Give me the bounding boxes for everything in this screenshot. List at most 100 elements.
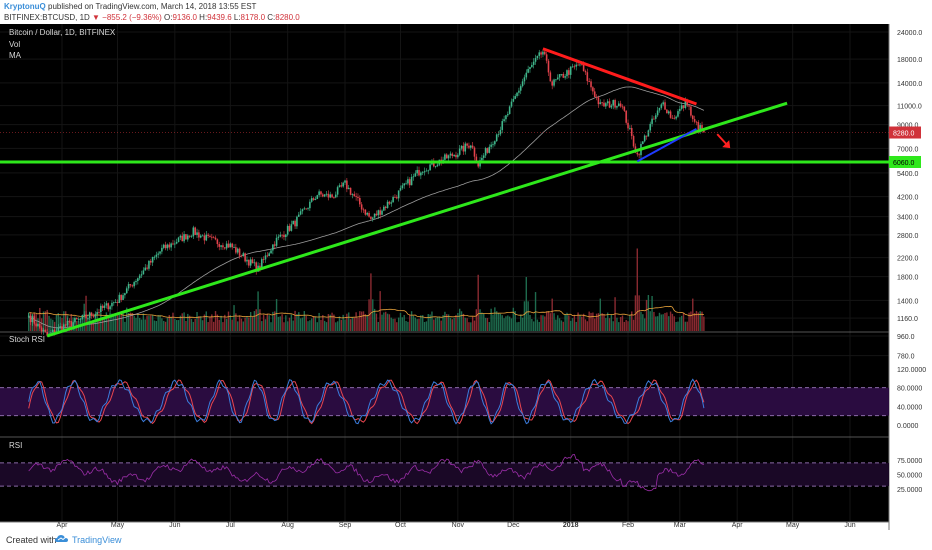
candle-body bbox=[625, 110, 627, 123]
candle-body bbox=[229, 243, 232, 248]
candle-body bbox=[320, 191, 322, 195]
volume-bar bbox=[453, 317, 455, 331]
candle-body bbox=[220, 245, 222, 247]
candle-body bbox=[222, 245, 224, 248]
candle-body bbox=[597, 97, 600, 105]
candle-body bbox=[571, 66, 574, 68]
volume-bar bbox=[682, 312, 685, 331]
candle-body bbox=[212, 237, 215, 239]
candle-body bbox=[601, 102, 603, 104]
candle-body bbox=[492, 144, 494, 146]
blue-trendline[interactable] bbox=[636, 128, 697, 163]
candle-body bbox=[325, 193, 328, 195]
volume-bar bbox=[285, 315, 287, 331]
candle-body bbox=[322, 194, 324, 197]
support-trendline[interactable] bbox=[46, 101, 788, 338]
candle-body bbox=[211, 236, 213, 238]
candle-body bbox=[401, 185, 404, 189]
candle-body bbox=[645, 135, 648, 137]
volume-bar bbox=[516, 322, 518, 331]
candle-body bbox=[216, 239, 219, 245]
close-value: 8280.0 bbox=[275, 13, 300, 22]
candle-body bbox=[349, 187, 352, 195]
volume-bar bbox=[693, 313, 696, 331]
volume-bar bbox=[96, 313, 98, 331]
candle-body bbox=[64, 324, 67, 326]
volume-bar bbox=[288, 317, 291, 331]
candle-body bbox=[299, 211, 302, 215]
candle-body bbox=[643, 135, 646, 142]
volume-bar bbox=[81, 314, 84, 331]
open-label: O: bbox=[164, 13, 173, 22]
candle-body bbox=[359, 197, 361, 205]
volume-bar bbox=[140, 319, 143, 331]
candle-body bbox=[207, 234, 209, 236]
candle-body bbox=[418, 169, 420, 176]
volume-bar bbox=[336, 321, 339, 331]
volume-bar bbox=[699, 311, 701, 331]
volume-bar bbox=[185, 320, 187, 331]
candle-body bbox=[285, 234, 287, 238]
volume-bar bbox=[471, 316, 474, 331]
price-chart[interactable]: 24000.0 18000.0 14000.0 11000.0 9000.0 7000.0… bbox=[0, 24, 932, 530]
volume-bar bbox=[286, 321, 289, 331]
volume-bar bbox=[392, 318, 394, 331]
legend-title: Bitcoin / Dollar, 1D, BITFINEX bbox=[9, 28, 116, 37]
candle-body bbox=[632, 135, 635, 147]
volume-bar bbox=[144, 319, 146, 331]
price-tick-label: 2200.0 bbox=[897, 256, 919, 263]
candle-body bbox=[201, 235, 204, 237]
candle-body bbox=[475, 156, 478, 163]
candle-body bbox=[455, 154, 457, 158]
volume-bar bbox=[420, 315, 422, 331]
volume-bar bbox=[120, 312, 122, 331]
volume-bar bbox=[477, 274, 479, 331]
tradingview-brand[interactable]: TradingView bbox=[72, 535, 122, 545]
time-axis[interactable]: Apr May Jun Jul Aug Sep Oct Nov Dec 2018 Feb Mar Apr… bbox=[57, 522, 856, 529]
time-tick-label: May bbox=[111, 522, 125, 529]
candle-body bbox=[255, 262, 258, 272]
volume-bar bbox=[362, 311, 365, 331]
volume-bar bbox=[564, 313, 566, 331]
volume-bar bbox=[118, 312, 121, 331]
volume-bar bbox=[497, 312, 500, 331]
volume-bar bbox=[584, 319, 587, 331]
candle-body bbox=[549, 72, 552, 82]
candle-body bbox=[566, 70, 568, 77]
candle-body bbox=[142, 270, 145, 275]
arrow-head bbox=[722, 140, 731, 149]
author-name[interactable]: KryptonuQ bbox=[4, 2, 46, 11]
volume-bar bbox=[181, 313, 183, 331]
volume-bar bbox=[349, 319, 352, 331]
candle-body bbox=[259, 265, 261, 269]
volume-bar bbox=[582, 313, 585, 331]
candle-body bbox=[527, 69, 529, 73]
volume-bar bbox=[412, 315, 415, 331]
volume-bar bbox=[274, 311, 276, 331]
volume-bar bbox=[381, 314, 383, 331]
trendlines[interactable] bbox=[0, 47, 889, 338]
volume-bar bbox=[379, 291, 381, 331]
candle-body bbox=[264, 255, 267, 260]
candle-body bbox=[98, 312, 100, 313]
candle-body bbox=[386, 201, 389, 208]
volume-bar bbox=[401, 317, 404, 331]
candle-body bbox=[397, 190, 400, 199]
volume-bar bbox=[92, 319, 95, 331]
volume-bar bbox=[163, 320, 165, 331]
candle-body bbox=[159, 251, 161, 254]
candle-body bbox=[35, 323, 37, 327]
resistance-trendline[interactable] bbox=[542, 47, 697, 106]
candle-body bbox=[116, 302, 119, 304]
volume-bar bbox=[581, 316, 583, 331]
volume-bar bbox=[249, 312, 252, 331]
candle-body bbox=[279, 234, 282, 237]
volume-bar bbox=[458, 308, 461, 331]
volume-bar bbox=[262, 314, 265, 331]
candle-body bbox=[196, 232, 198, 235]
candle-body bbox=[303, 208, 306, 210]
price-axis[interactable]: 24000.0 18000.0 14000.0 11000.0 9000.0 7000.0… bbox=[0, 30, 926, 494]
candle-body bbox=[503, 119, 505, 122]
level-price-label: 6060.0 bbox=[893, 160, 915, 167]
volume-bar bbox=[205, 311, 207, 331]
